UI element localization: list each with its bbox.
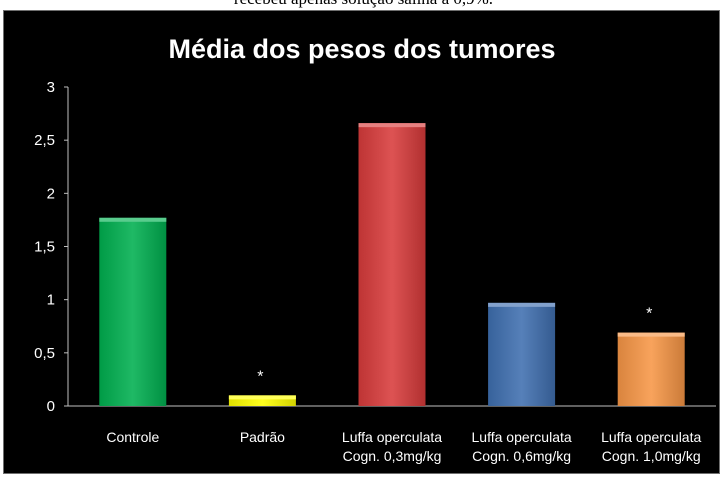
x-tick-label: Cogn. 0,6mg/kg: [472, 448, 571, 464]
x-tick-label: Luffa operculata: [342, 429, 442, 445]
bar-bevel: [99, 217, 167, 222]
significance-marker: *: [257, 368, 263, 385]
x-axis-labels: Controle Padrão Luffa operculata Cogn. 0,3m…: [106, 429, 701, 464]
bar: [228, 395, 296, 406]
y-axis-ticks: 0 0,5 1 1,5 2 2,5 3: [34, 79, 68, 415]
bars: [99, 123, 685, 407]
bar: [488, 302, 556, 406]
bar: [617, 332, 685, 406]
x-tick-label: Cogn. 1,0mg/kg: [602, 448, 701, 464]
y-tick-label: 1: [47, 292, 55, 309]
bar-bevel: [488, 302, 556, 307]
bar-chart: Média dos pesos dos tumores 0 0,5 1 1,5 2 2,5…: [34, 34, 716, 464]
x-tick-label: Luffa operculata: [472, 429, 572, 445]
page-caption: recebeu apenas solução salina a 0,9%.: [0, 0, 727, 9]
chart-title: Média dos pesos dos tumores: [168, 34, 555, 64]
annotations: **: [257, 306, 652, 386]
y-tick-label: 0: [47, 398, 55, 415]
x-tick-label: Controle: [106, 429, 159, 445]
bar-bevel: [617, 332, 685, 337]
y-tick-label: 3: [47, 79, 55, 96]
bar-bevel: [358, 123, 426, 128]
x-tick-label: Luffa operculata: [601, 429, 701, 445]
y-tick-label: 2: [47, 185, 55, 202]
y-tick-label: 2,5: [34, 132, 55, 149]
x-tick-label: Cogn. 0,3mg/kg: [343, 448, 442, 464]
bar: [99, 217, 167, 406]
y-tick-label: 1,5: [34, 239, 55, 256]
bar: [358, 123, 426, 407]
significance-marker: *: [646, 306, 652, 323]
chart-area: Média dos pesos dos tumores 0 0,5 1 1,5 2 2,5…: [3, 10, 720, 474]
y-tick-label: 0,5: [34, 345, 55, 362]
bar-bevel: [228, 395, 296, 400]
x-tick-label: Padrão: [240, 429, 285, 445]
